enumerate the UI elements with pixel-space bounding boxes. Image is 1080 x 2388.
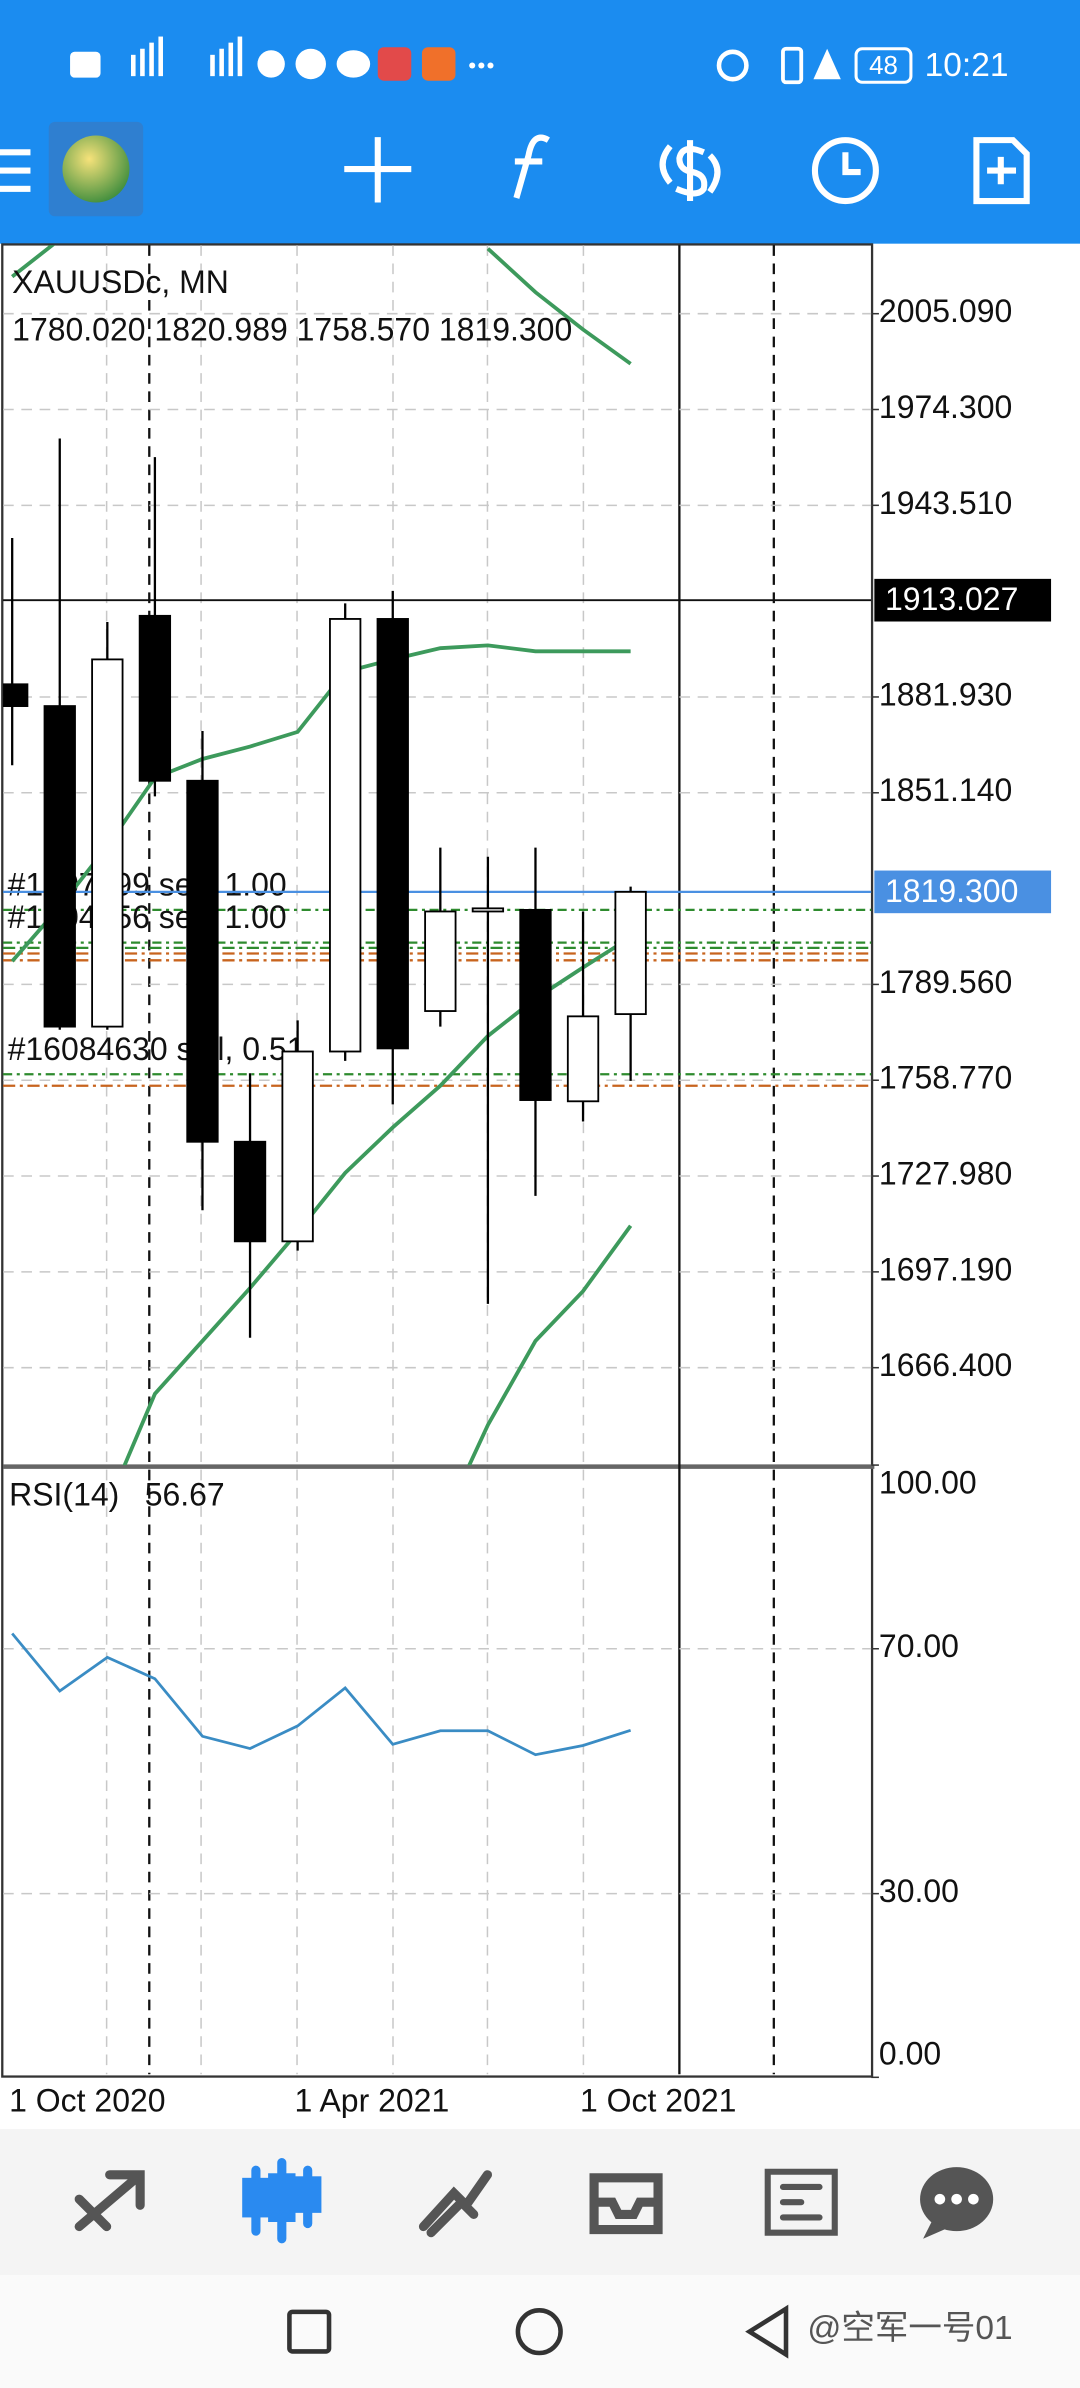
toolbar — [0, 121, 1030, 217]
candle-body — [186, 779, 219, 1143]
tab-trade[interactable] — [418, 2170, 493, 2238]
vertical-grid — [105, 245, 585, 2075]
candle-body — [424, 910, 457, 1012]
price-panel: #1607299 sell, 1.00#1804056 sell, 1.00#1… — [3, 245, 872, 1466]
y-tick-label: 1666.400 — [879, 1347, 1012, 1383]
y-tick-label: 70.00 — [879, 1628, 959, 1664]
tab-bar — [0, 2129, 1080, 2276]
axes: 1666.400 1697.190 1727.980 1758.770 1789.560… — [9, 293, 1052, 2119]
tab-chart[interactable] — [242, 2158, 322, 2244]
indicators-button[interactable] — [513, 134, 550, 199]
crosshair-button[interactable] — [344, 137, 412, 203]
band-line — [467, 1224, 633, 1466]
candle-body — [43, 705, 76, 1028]
band-line — [122, 935, 632, 1466]
rsi-value: 56.67 — [145, 1477, 225, 1513]
candle-body — [91, 658, 124, 1028]
clock: 10:21 — [925, 47, 1009, 84]
back-button[interactable] — [745, 2304, 789, 2359]
template-button[interactable] — [973, 137, 1030, 205]
candle-body — [329, 618, 362, 1053]
chart-title: XAUUSDc, MN — [12, 264, 229, 300]
tab-messages[interactable] — [920, 2167, 994, 2239]
crosshair-price-box — [874, 578, 1052, 622]
rsi-line — [11, 1632, 632, 1757]
y-tick-label: 2005.090 — [879, 293, 1012, 329]
candle-body — [471, 907, 505, 913]
period-button[interactable] — [811, 137, 879, 205]
ohlc-readout: 1780.020 1820.989 1758.570 1819.300 — [12, 311, 572, 347]
x-tick-label: 1 Oct 2021 — [580, 2083, 736, 2119]
tab-news[interactable] — [764, 2168, 838, 2236]
candle-body — [614, 890, 647, 1016]
battery — [854, 47, 913, 84]
candle-body — [138, 614, 172, 782]
band-line — [11, 245, 632, 366]
y-tick-label: 30.00 — [879, 1873, 959, 1909]
y-tick-label: 1881.930 — [879, 676, 1012, 712]
y-tick-label: 0.00 — [879, 2035, 941, 2071]
candle-body — [376, 618, 409, 1050]
rsi-title: RSI(14) — [9, 1477, 119, 1513]
y-tick-label: 1758.770 — [879, 1060, 1012, 1096]
y-tick-label: 100.00 — [879, 1464, 977, 1500]
y-tick-label: 1789.560 — [879, 964, 1012, 1000]
trade-button[interactable] — [659, 140, 721, 202]
y-tick-label: 1974.300 — [879, 389, 1012, 425]
nav-bar — [0, 2275, 1080, 2388]
watermark: @空军一号01 — [807, 2310, 1012, 2347]
top-bar — [0, 0, 1080, 244]
candle-body — [519, 908, 552, 1101]
y-tick-label: 1943.510 — [879, 485, 1012, 521]
tab-quotes[interactable] — [74, 2170, 145, 2232]
battery-level: 48 — [869, 52, 898, 80]
candle-body — [566, 1015, 600, 1103]
price-label: 1819.300 — [885, 873, 1018, 909]
rsi-panel — [3, 1632, 872, 1895]
chart-frame — [1, 243, 874, 2078]
candle-body — [233, 1140, 267, 1243]
y-tick-label: 1851.140 — [879, 772, 1012, 808]
tab-history[interactable] — [589, 2173, 663, 2235]
status-icons — [70, 36, 841, 85]
recents-button[interactable] — [287, 2309, 332, 2354]
x-tick-label: 1 Apr 2021 — [295, 2083, 450, 2119]
home-button[interactable] — [515, 2308, 563, 2356]
price-box — [874, 870, 1052, 914]
candle-body — [3, 683, 29, 707]
menu-button[interactable] — [0, 149, 31, 156]
y-tick-label: 1697.190 — [879, 1251, 1012, 1287]
y-tick-label: 1727.980 — [879, 1156, 1012, 1192]
order-label: #16084630 sell, 0.51 — [8, 1031, 305, 1067]
markers — [148, 245, 775, 2075]
candle-body — [281, 1050, 314, 1243]
crosshair-price-label: 1913.027 — [885, 581, 1018, 617]
x-tick-label: 1 Oct 2020 — [9, 2083, 165, 2119]
